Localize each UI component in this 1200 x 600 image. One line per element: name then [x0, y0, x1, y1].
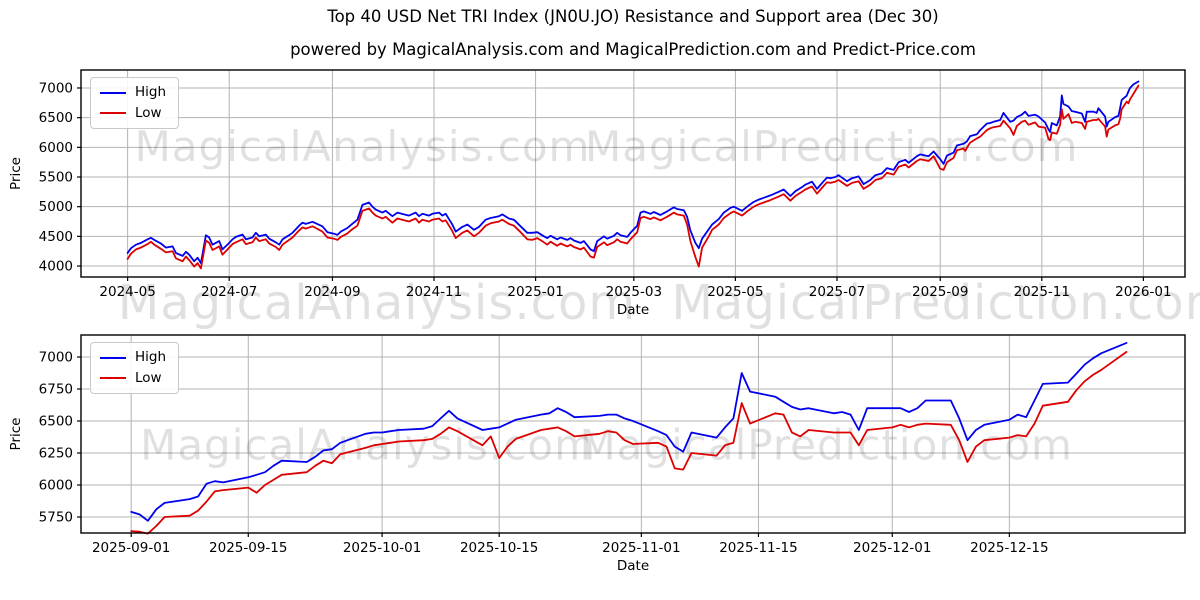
- x-tick-label: 2025-05: [707, 284, 763, 300]
- x-axis-title: Date: [617, 302, 649, 318]
- series-line-low: [126, 84, 1140, 270]
- y-axis: 4000 4500 5000 5500 6000 6500 7000 Price: [8, 80, 81, 275]
- watermark-text: MagicalAnalysis.com: [118, 275, 636, 331]
- legend-entry-high: High: [100, 84, 167, 100]
- legend-entry-high: High: [100, 349, 167, 365]
- legend-top-chart: High Low: [90, 77, 180, 129]
- y-tick-label: 5750: [39, 510, 73, 526]
- watermark-text: MagicalAnalysis.com: [135, 122, 591, 171]
- x-tick-label: 2024-11: [406, 284, 462, 300]
- chart-detail: MagicalAnalysis.comMagicalPrediction.com…: [8, 334, 1186, 574]
- x-tick-label: 2025-10-15: [460, 540, 538, 556]
- y-axis: 5750 6000 6250 6500 6750 7000 Price: [8, 350, 81, 526]
- y-tick-label: 7000: [39, 80, 73, 96]
- x-tick-label: 2025-07: [809, 284, 865, 300]
- watermark-text: MagicalPrediction.com: [585, 122, 1079, 171]
- x-tick-label: 2024-05: [99, 284, 155, 300]
- x-tick-label: 2026-01: [1115, 284, 1171, 300]
- x-axis-title: Date: [617, 558, 649, 574]
- x-axis: 2025-09-01 2025-09-15 2025-10-01 2025-10-15…: [92, 533, 1049, 574]
- x-tick-label: 2025-11: [1014, 284, 1070, 300]
- legend-label-low: Low: [135, 104, 162, 121]
- page-subtitle: powered by MagicalAnalysis.com and Magic…: [290, 40, 976, 59]
- legend-label-high: High: [135, 349, 167, 365]
- x-tick-label: 2025-11-01: [602, 540, 680, 556]
- y-tick-label: 7000: [39, 350, 73, 366]
- x-tick-label: 2025-12-15: [970, 540, 1048, 556]
- high-line-swatch: [100, 356, 126, 359]
- y-tick-label: 5500: [39, 170, 73, 186]
- x-tick-label: 2025-12-01: [853, 540, 931, 556]
- high-line-swatch: [100, 91, 126, 94]
- series-line-low: [130, 350, 1128, 535]
- x-tick-label: 2025-09-01: [92, 540, 170, 556]
- figure-watermarks: MagicalAnalysis.com MagicalPrediction.com: [118, 275, 1200, 331]
- y-tick-label: 6750: [39, 382, 73, 398]
- chart-overview: MagicalAnalysis.comMagicalPrediction.com…: [8, 69, 1186, 318]
- y-tick-label: 6500: [39, 414, 73, 430]
- x-tick-label: 2024-09: [304, 284, 360, 300]
- y-tick-label: 4000: [39, 259, 73, 275]
- watermark-text: MagicalPrediction.com: [579, 420, 1073, 469]
- grid: [81, 70, 1185, 277]
- series-line-high: [126, 80, 1140, 265]
- watermark-text: MagicalPrediction.com: [672, 275, 1200, 331]
- axes-frame: [80, 69, 1186, 278]
- page-title: Top 40 USD Net TRI Index (JN0U.JO) Resis…: [327, 7, 939, 26]
- y-tick-label: 6500: [39, 110, 73, 126]
- x-axis: 2024-05 2024-07 2024-09 2024-11 2025-01 2025-…: [99, 277, 1172, 318]
- y-tick-label: 6250: [39, 446, 73, 462]
- low-line-swatch: [100, 377, 126, 380]
- x-tick-label: 2025-09-15: [209, 540, 287, 556]
- legend-label-low: Low: [135, 369, 162, 386]
- watermark-text: MagicalAnalysis.com: [140, 420, 596, 469]
- x-tick-label: 2025-10-01: [343, 540, 421, 556]
- legend-entry-low: Low: [100, 369, 166, 386]
- legend-entry-low: Low: [100, 104, 166, 121]
- x-tick-label: 2025-01: [507, 284, 563, 300]
- y-tick-label: 6000: [39, 140, 73, 156]
- axes-frame: [80, 334, 1186, 534]
- y-axis-title: Price: [8, 418, 24, 451]
- y-tick-label: 5000: [39, 199, 73, 215]
- legend-bottom-chart: High Low: [90, 342, 180, 394]
- low-line-swatch: [100, 112, 126, 115]
- x-tick-label: 2024-07: [201, 284, 257, 300]
- y-tick-label: 4500: [39, 229, 73, 245]
- x-tick-label: 2025-03: [606, 284, 662, 300]
- series-line-high: [130, 341, 1128, 522]
- legend-label-high: High: [135, 84, 167, 100]
- x-tick-label: 2025-11-15: [719, 540, 797, 556]
- x-tick-label: 2025-09: [912, 284, 968, 300]
- y-tick-label: 6000: [39, 478, 73, 494]
- y-axis-title: Price: [8, 157, 24, 190]
